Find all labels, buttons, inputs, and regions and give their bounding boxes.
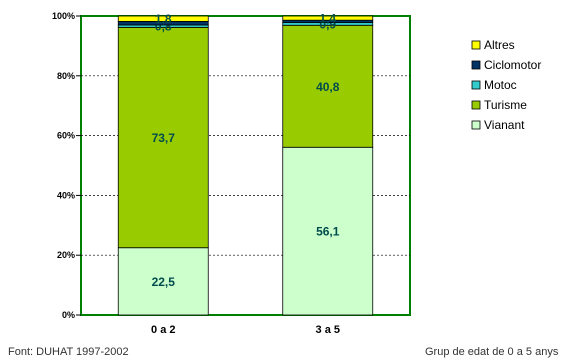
- bar-segment: [117, 247, 209, 316]
- legend-label: Ciclomotor: [484, 58, 541, 72]
- y-tick-label: 100%: [52, 11, 75, 21]
- data-label: 40,8: [316, 80, 340, 94]
- legend-label: Motoc: [484, 78, 517, 92]
- data-label: 22,5: [152, 275, 176, 289]
- data-label: 73,7: [152, 131, 176, 145]
- data-label: 56,1: [316, 225, 340, 239]
- source-note: Font: DUHAT 1997-2002: [8, 346, 129, 358]
- y-tick-label: 80%: [57, 71, 75, 81]
- legend-label: Turisme: [484, 98, 527, 112]
- legend-swatch: [471, 60, 481, 70]
- legend-swatch: [471, 120, 481, 130]
- x-tick-label: 3 a 5: [316, 324, 340, 336]
- legend-label: Vianant: [484, 118, 525, 132]
- data-label: 1,8: [155, 12, 172, 26]
- bar-segment: [117, 15, 209, 22]
- legend-swatch: [471, 80, 481, 90]
- legend-label: Altres: [484, 38, 515, 52]
- y-tick-label: 0%: [62, 310, 75, 320]
- bar-segment: [282, 15, 374, 21]
- bar-segment: [117, 26, 209, 249]
- data-label: 1,4: [319, 12, 336, 26]
- y-tick-label: 60%: [57, 131, 75, 141]
- y-tick-label: 40%: [57, 190, 75, 200]
- legend-swatch: [471, 40, 481, 50]
- x-tick-label: 0 a 2: [151, 324, 175, 336]
- age-group-note: Grup de edat de 0 a 5 anys: [425, 346, 559, 358]
- bar-segment: [282, 24, 374, 148]
- y-tick-label: 20%: [57, 250, 75, 260]
- bar-segment: [282, 146, 374, 316]
- legend-swatch: [471, 100, 481, 110]
